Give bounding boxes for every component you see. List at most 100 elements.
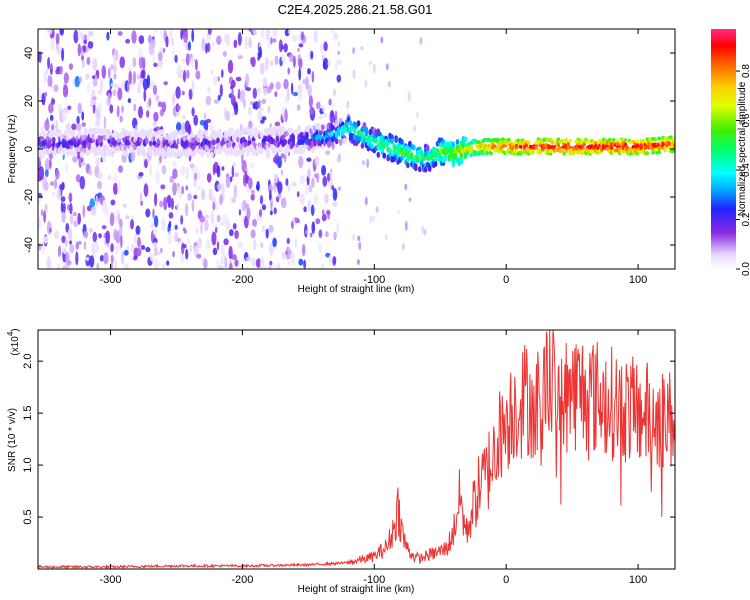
- spectrogram-noise-cell: [68, 63, 74, 70]
- spectrogram-noise-cell: [155, 126, 161, 131]
- spectrogram-noise-cell: [172, 168, 178, 179]
- spectrogram-noise-cell: [265, 228, 269, 239]
- spectrogram-noise-cell: [88, 227, 94, 233]
- spectrogram-ridge-cell: [623, 138, 628, 143]
- spectrogram-noise-cell: [181, 58, 187, 63]
- spectrogram-ridge-cell: [671, 149, 675, 153]
- spectrogram-noise-cell: [206, 42, 211, 53]
- spectrogram-noise-cell: [180, 215, 184, 225]
- spectrogram-noise-cell: [205, 118, 212, 123]
- spectrogram-noise-cell: [64, 160, 69, 174]
- spectrogram-noise-cell: [219, 194, 223, 206]
- spectrogram-ridge-cell: [550, 140, 555, 145]
- spectrogram-noise-cell: [325, 231, 329, 238]
- spectrogram-noise-cell: [262, 76, 268, 88]
- spectrogram-noise-cell: [229, 176, 233, 183]
- spectrogram-noise-cell: [83, 240, 87, 251]
- spectrogram-noise-cell: [352, 69, 356, 80]
- spectrogram-noise-cell: [82, 59, 85, 68]
- spectrogram-noise-cell: [133, 70, 136, 85]
- spectrogram-noise-cell: [39, 166, 45, 181]
- spectrogram-noise-cell: [291, 181, 297, 187]
- spectrogram-noise-cell: [141, 69, 146, 79]
- spectrogram-ridge-cell: [455, 139, 460, 145]
- spectrogram-noise-cell: [205, 95, 212, 106]
- spectrogram-noise-cell: [123, 249, 129, 256]
- spectrogram-ridge-cell: [425, 144, 430, 151]
- spectrogram-noise-cell: [182, 69, 187, 83]
- spectrogram-ridge-cell: [58, 148, 62, 155]
- spectrogram-ridge-cell: [149, 150, 153, 157]
- colorbar-tick-label: 0.2: [741, 212, 750, 226]
- spectrogram-noise-cell: [81, 122, 86, 127]
- spectrogram-noise-cell: [237, 55, 243, 60]
- spectrogram-noise-cell: [193, 245, 199, 257]
- spectrogram-noise-cell: [44, 203, 48, 213]
- spectrogram-ridge-cell: [91, 146, 96, 153]
- spectrogram-noise-cell: [366, 158, 370, 168]
- spectrogram-noise-cell: [208, 125, 215, 131]
- spectrogram-noise-cell: [337, 186, 342, 192]
- snr-y-tick-label: 1.5: [22, 405, 34, 420]
- spectrogram-noise-cell: [145, 246, 151, 253]
- spectrogram-ridge-cell: [208, 135, 212, 142]
- spectrogram-noise-cell: [118, 165, 123, 173]
- spectrogram-noise-cell: [172, 182, 177, 196]
- spectrogram-noise-cell: [199, 215, 205, 223]
- spectrogram-noise-cell: [191, 199, 195, 212]
- spectrogram-ridge-cell: [158, 135, 163, 141]
- spectrogram-noise-cell: [45, 68, 49, 75]
- spectrogram-noise-cell: [92, 96, 97, 101]
- spectrogram-noise-cell: [83, 39, 87, 45]
- spectrogram-noise-cell: [308, 48, 312, 62]
- spectrogram-noise-cell: [44, 158, 51, 172]
- spectrogram-noise-cell: [79, 76, 83, 84]
- spectrogram-noise-cell: [38, 216, 42, 230]
- spectrogram-noise-cell: [361, 160, 365, 166]
- spectrogram-noise-cell: [55, 168, 60, 180]
- spectrogram-noise-cell: [156, 251, 161, 256]
- spectrogram-noise-cell: [61, 235, 66, 244]
- spectrogram-ridge-cell: [416, 154, 420, 161]
- spectrogram-ridge-cell: [360, 131, 365, 138]
- spectrogram-noise-cell: [68, 192, 73, 203]
- spectrogram-ridge-cell: [382, 152, 387, 159]
- spectrogram-ridge-cell: [283, 139, 288, 146]
- snr-y-multiplier-close: ): [10, 328, 21, 331]
- spectrogram-noise-cell: [176, 104, 181, 111]
- spectrogram-noise-cell: [69, 244, 75, 254]
- spectrogram-noise-cell: [303, 259, 307, 269]
- spectrogram-noise-cell: [223, 253, 227, 267]
- spectrogram-ridge-cell: [637, 150, 642, 155]
- spectrogram-noise-cell: [311, 177, 315, 188]
- colorbar-bar: [711, 29, 736, 269]
- spectrogram-ridge-cell: [582, 142, 586, 147]
- spectrogram-noise-cell: [352, 233, 356, 242]
- spectrogram-ridge-cell: [651, 150, 655, 155]
- spectrogram-noise-cell: [289, 53, 294, 63]
- spectrogram-noise-cell: [150, 222, 155, 229]
- spectrogram-noise-cell: [133, 255, 138, 261]
- spectrogram-ridge-cell: [297, 124, 301, 131]
- spectrogram-noise-cell: [117, 31, 123, 36]
- spectrogram-noise-cell: [137, 48, 144, 58]
- spectrogram-noise-cell: [75, 241, 80, 250]
- spectrogram-noise-cell: [51, 37, 55, 51]
- spectrogram-noise-cell: [130, 149, 136, 162]
- spectrogram-noise-cell: [157, 51, 163, 62]
- spectrogram-noise-cell: [155, 170, 160, 185]
- spectrogram-noise-cell: [54, 230, 60, 240]
- spectrogram-noise-cell: [99, 79, 104, 93]
- spectrogram-ridge-cell: [518, 144, 523, 149]
- spectrogram-ridge-cell: [645, 151, 650, 156]
- spectrogram-noise-cell: [222, 51, 227, 57]
- spectrogram-noise-cell: [168, 29, 174, 41]
- spectrogram-noise-cell: [128, 70, 133, 85]
- spectrogram-noise-cell: [332, 256, 337, 266]
- spectrogram-noise-cell: [292, 91, 299, 97]
- spectrogram-noise-cell: [144, 158, 148, 169]
- spectrogram-noise-cell: [387, 81, 391, 88]
- spectrogram-noise-cell: [286, 237, 290, 245]
- spectrogram-noise-cell: [76, 115, 80, 125]
- colorbar-tick-label: 0.8: [741, 64, 750, 78]
